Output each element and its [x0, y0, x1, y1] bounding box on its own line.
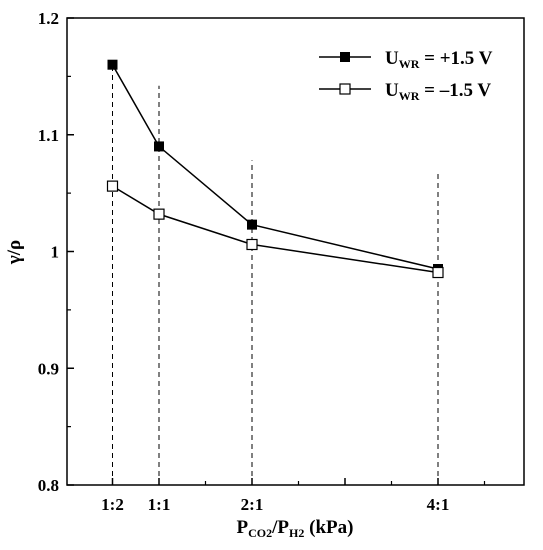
x-tick-label: 4:1: [427, 495, 450, 514]
data-point-filled-square: [154, 141, 164, 152]
y-tick-label: 0.8: [38, 476, 59, 495]
y-tick-label: 1: [51, 243, 60, 262]
legend-label-positive: UWR = +1.5 V: [385, 48, 493, 71]
x-axis-label-p: P: [237, 517, 249, 538]
legend-item-positive: UWR = +1.5 V: [319, 48, 493, 71]
x-tick-label: 1:2: [101, 495, 124, 514]
x-axis-label-slash-p: /P: [271, 517, 289, 538]
data-point-open-square: [432, 266, 444, 279]
x-tick-label: 1:1: [148, 495, 171, 514]
x-axis-label-sub-h2: H2: [289, 526, 304, 540]
data-point-filled-square: [107, 59, 118, 70]
legend-label-negative: UWR = –1.5 V: [385, 80, 491, 103]
data-point-open-square: [106, 180, 119, 192]
x-axis-label-unit: (kPa): [304, 517, 353, 538]
x-axis-label: PCO2/PH2 (kPa): [237, 517, 354, 540]
legend: UWR = +1.5 V UWR = –1.5 V: [319, 48, 493, 103]
x-axis-label-sub-co2: CO2: [248, 526, 272, 540]
data-point-open-square: [153, 208, 165, 220]
y-axis-label: γ/ρ: [4, 240, 25, 265]
legend-marker-filled-square: [340, 52, 350, 62]
y-tick-label: 1.1: [38, 126, 59, 145]
x-tick-label: 2:1: [241, 495, 264, 514]
y-tick-label: 1.2: [38, 9, 59, 28]
data-point-open-square: [246, 238, 258, 251]
legend-marker-open-square: [339, 83, 351, 95]
series-line-positive: [111, 64, 439, 270]
data-point-filled-square: [247, 219, 257, 230]
series-line-negative: [112, 185, 439, 274]
legend-item-negative: UWR = –1.5 V: [319, 80, 491, 103]
y-tick-label: 0.9: [38, 359, 59, 378]
